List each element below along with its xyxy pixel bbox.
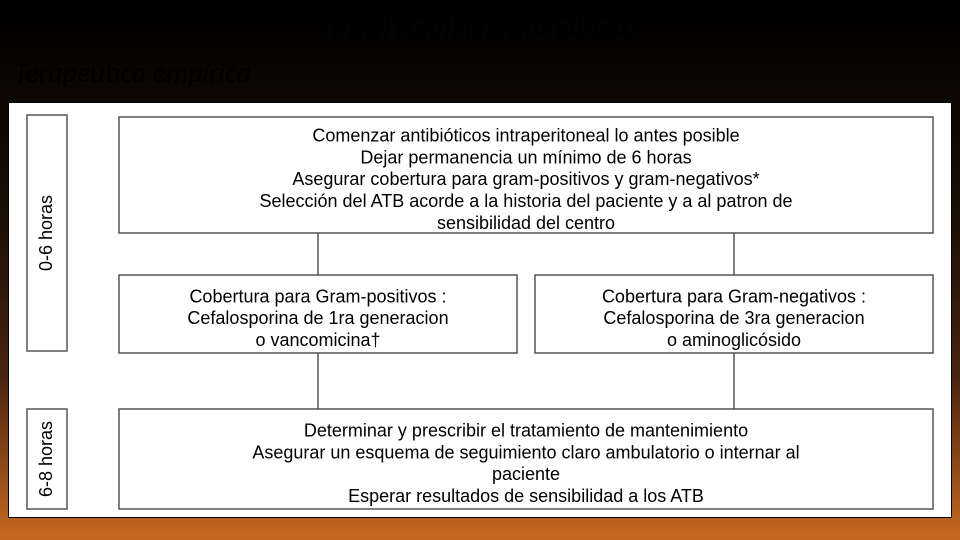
page-title: PERITONITIS EN DPCA [0, 0, 960, 49]
flowchart-container: 0-6 horas 6-8 horas Comenzar antibióticos … [8, 102, 952, 518]
svg-text:paciente: paciente [492, 464, 560, 484]
svg-text:Esperar resultados de sensibil: Esperar resultados de sensibilidad a los… [348, 486, 704, 506]
svg-text:Cobertura para Gram-positivos: Cobertura para Gram-positivos : [189, 286, 446, 306]
svg-text:sensibilidad del centro: sensibilidad del centro [437, 213, 615, 233]
svg-text:Cobertura para Gram-negativos: Cobertura para Gram-negativos : [602, 286, 866, 306]
svg-text:Cefalosporina de 3ra generacio: Cefalosporina de 3ra generacion [603, 308, 864, 328]
svg-text:Determinar y prescribir el tra: Determinar y prescribir el tratamiento d… [304, 420, 748, 440]
flowchart-svg: 0-6 horas 6-8 horas Comenzar antibióticos … [9, 103, 953, 519]
svg-text:6-8 horas: 6-8 horas [36, 421, 56, 497]
svg-text:Dejar permanencia un mínimo de: Dejar permanencia un mínimo de 6 horas [360, 147, 691, 167]
page-subtitle: Terapeutica empírica [0, 55, 960, 90]
svg-text:o aminoglicósido: o aminoglicósido [667, 330, 801, 350]
svg-text:Selección del ATB acorde a la: Selección del ATB acorde a la historia d… [260, 191, 793, 211]
svg-text:Asegurar cobertura para gram-: Asegurar cobertura para gram-positivos y… [292, 169, 759, 189]
svg-text:o vancomicina†: o vancomicina† [255, 330, 380, 350]
svg-text:Comenzar antibióticos intraper: Comenzar antibióticos intraperitoneal lo… [312, 125, 739, 145]
svg-text:0-6 horas: 0-6 horas [36, 195, 56, 271]
svg-text:Asegurar un esquema de seguimi: Asegurar un esquema de seguimiento claro… [252, 442, 799, 462]
svg-text:Cefalosporina de 1ra generacio: Cefalosporina de 1ra generacion [187, 308, 448, 328]
